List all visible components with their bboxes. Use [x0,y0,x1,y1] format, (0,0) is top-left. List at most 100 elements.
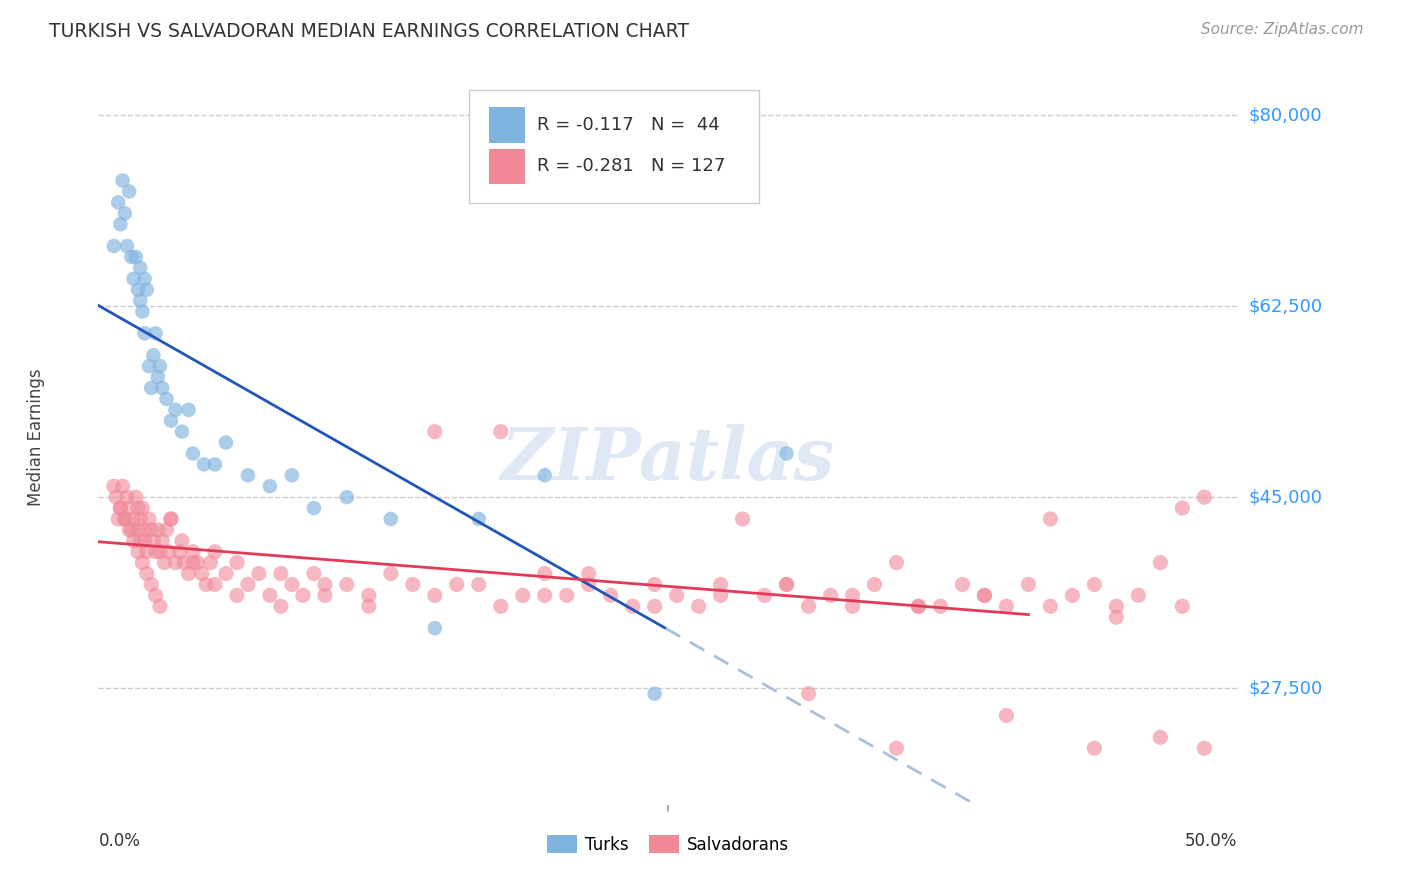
Point [533,566,555,581]
Point [555,588,578,602]
Point [165,556,187,570]
Point [468,577,491,591]
Point [380,566,402,581]
Point [1171,501,1194,516]
Point [115,239,138,253]
Point [145,588,167,602]
Point [157,545,180,559]
Point [226,588,249,602]
Point [423,588,446,602]
FancyBboxPatch shape [489,149,526,185]
Point [1083,577,1105,591]
Point [135,566,157,581]
Point [170,425,193,439]
Point [357,588,380,602]
Point [533,468,555,483]
Point [129,293,152,308]
Point [103,479,125,493]
Point [122,533,145,548]
Point [145,545,167,559]
Point [863,577,886,591]
Point [259,588,281,602]
Point [302,566,325,581]
Text: $62,500: $62,500 [1249,297,1323,315]
Point [181,556,204,570]
Point [336,577,359,591]
Point [122,512,145,526]
Point [644,577,666,591]
Point [886,556,908,570]
Point [995,708,1018,723]
Point [797,599,820,614]
Point [1149,731,1171,745]
Point [103,239,125,253]
Point [236,468,259,483]
Point [107,195,129,210]
Point [118,501,141,516]
Point [688,599,710,614]
Point [907,599,929,614]
Point [149,545,172,559]
Point [446,577,468,591]
Point [193,458,215,472]
Text: 50.0%: 50.0% [1185,832,1237,850]
Point [314,588,336,602]
Point [160,414,183,428]
Point [155,392,177,406]
Text: $80,000: $80,000 [1249,106,1322,124]
Point [122,272,145,286]
Point [1062,588,1084,602]
Point [127,545,149,559]
Legend: Turks, Salvadorans: Turks, Salvadorans [540,829,796,860]
Point [489,425,512,439]
Text: ZIPatlas: ZIPatlas [501,424,835,494]
Point [114,206,136,220]
Point [134,272,156,286]
Point [907,599,929,614]
Point [107,512,129,526]
Point [134,533,156,548]
Point [141,523,163,537]
Point [929,599,952,614]
Point [129,260,152,275]
Point [138,359,160,373]
Point [973,588,995,602]
Point [114,512,136,526]
Point [1083,741,1105,756]
Point [1017,577,1039,591]
Point [533,588,555,602]
FancyBboxPatch shape [489,107,526,143]
Point [1194,741,1216,756]
Point [105,490,128,504]
Point [111,173,134,187]
Point [134,326,156,341]
Point [578,566,600,581]
Point [120,250,142,264]
Point [336,490,359,504]
Text: R = -0.117   N =  44: R = -0.117 N = 44 [537,116,720,134]
Point [423,621,446,635]
Point [1039,599,1062,614]
Point [190,566,212,581]
Point [973,588,995,602]
Point [797,687,820,701]
Text: TURKISH VS SALVADORAN MEDIAN EARNINGS CORRELATION CHART: TURKISH VS SALVADORAN MEDIAN EARNINGS CO… [49,22,689,41]
Point [1171,599,1194,614]
Point [127,523,149,537]
Point [952,577,974,591]
Point [1105,599,1128,614]
Text: R = -0.281   N = 127: R = -0.281 N = 127 [537,158,725,176]
Point [135,545,157,559]
Point [423,425,446,439]
Point [281,468,304,483]
Point [186,556,208,570]
Point [204,577,226,591]
Point [181,545,204,559]
Point [150,533,173,548]
Point [775,446,797,460]
Point [468,512,491,526]
Point [141,381,163,395]
Point [125,250,148,264]
Point [115,490,138,504]
Point [270,599,292,614]
